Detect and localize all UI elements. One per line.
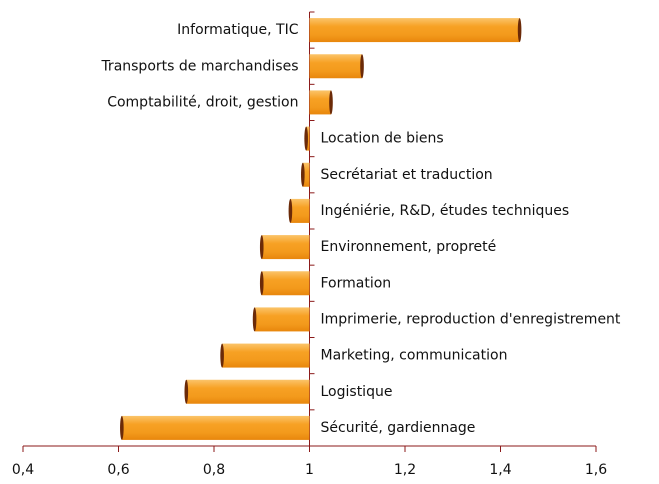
bar-end	[252, 307, 257, 332]
x-tick-label: 1,2	[394, 462, 416, 478]
bar	[254, 307, 310, 332]
bar	[261, 235, 310, 260]
category-label: Informatique, TIC	[177, 22, 299, 38]
bar-end	[517, 18, 522, 43]
bar-end	[220, 343, 224, 368]
category-label: Imprimerie, reproduction d'enregistremen…	[321, 311, 621, 327]
x-tick-label: 0,4	[12, 462, 34, 478]
bar-end	[301, 162, 305, 187]
bar	[186, 379, 310, 404]
category-label: Environnement, propreté	[321, 239, 497, 255]
bar	[309, 54, 363, 79]
category-label: Sécurité, gardiennage	[321, 420, 476, 436]
bar-end	[120, 415, 124, 440]
category-label: Secrétariat et traduction	[321, 167, 493, 183]
bar-end	[288, 198, 293, 223]
bar	[121, 415, 310, 440]
x-tick-label: 0,8	[203, 462, 225, 478]
bar-end	[360, 54, 364, 79]
x-tick-label: 0,6	[107, 462, 129, 478]
x-tick-label: 1	[305, 462, 314, 478]
bar	[302, 162, 310, 187]
bar-end	[184, 379, 189, 404]
category-label: Transports de marchandises	[100, 58, 298, 74]
category-label: Logistique	[321, 384, 393, 400]
bar-end	[329, 90, 333, 115]
bar	[309, 90, 331, 115]
x-tick-label: 1,4	[489, 462, 511, 478]
category-label: Comptabilité, droit, gestion	[107, 94, 298, 110]
bar	[222, 343, 310, 368]
x-tick-label: 1,6	[585, 462, 607, 478]
bar	[309, 18, 520, 43]
bar	[261, 271, 310, 296]
category-label: Ingéniérie, R&D, études techniques	[321, 203, 570, 219]
bar-end	[259, 235, 264, 260]
category-label: Marketing, communication	[321, 348, 508, 364]
bar-end	[304, 126, 308, 151]
category-label: Formation	[321, 275, 392, 291]
bar-end	[259, 271, 264, 296]
bar	[290, 198, 310, 223]
category-label: Location de biens	[321, 131, 444, 147]
